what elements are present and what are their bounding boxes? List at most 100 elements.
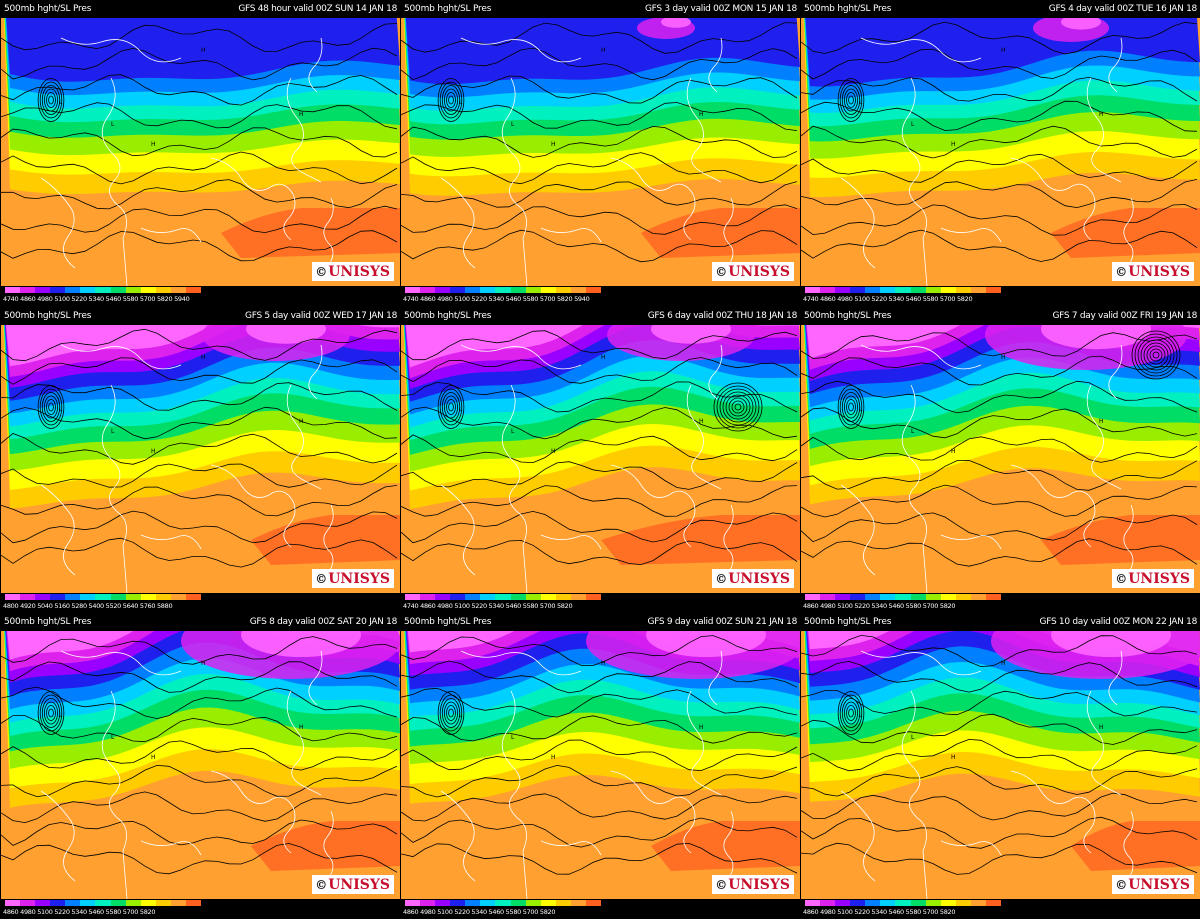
color-scale-swatch <box>940 900 956 906</box>
color-scale-ticks: 4860 4980 5100 5220 5340 5460 5580 5700 … <box>803 602 956 610</box>
color-scale-swatch <box>170 594 186 600</box>
logo-text: UNISYS <box>728 571 790 587</box>
unisys-logo: ©UNISYS <box>312 875 394 894</box>
color-scale <box>405 594 602 600</box>
svg-text:L: L <box>911 121 915 128</box>
unisys-logo: ©UNISYS <box>1112 875 1194 894</box>
panel-right-title: GFS 48 hour valid 00Z SUN 14 JAN 18 <box>238 4 397 14</box>
unisys-logo: ©UNISYS <box>712 262 794 281</box>
color-scale-swatch <box>570 900 586 906</box>
color-scale-swatch <box>465 287 481 293</box>
color-scale-swatch <box>955 594 971 600</box>
color-scale-swatch <box>435 594 451 600</box>
color-scale <box>405 900 602 906</box>
color-scale-swatch <box>495 287 511 293</box>
color-scale-swatch <box>465 594 481 600</box>
logo-text: UNISYS <box>1128 264 1190 280</box>
svg-text:H: H <box>299 111 304 118</box>
logo-text: UNISYS <box>328 264 390 280</box>
color-scale-swatch <box>185 287 202 293</box>
panel-left-title: 500mb hght/SL Pres <box>404 617 492 627</box>
forecast-panel: 500mb hght/SL Pres GFS 3 day valid 00Z MO… <box>401 0 800 306</box>
color-scale-swatch <box>405 287 421 293</box>
color-scale-swatch <box>835 594 851 600</box>
svg-text:L: L <box>859 712 863 719</box>
copyright-icon: © <box>315 878 328 892</box>
color-scale-swatch <box>850 594 866 600</box>
svg-text:H: H <box>699 418 704 425</box>
color-scale-swatch <box>435 287 451 293</box>
svg-text:H: H <box>151 754 156 761</box>
color-scale-swatch <box>540 594 556 600</box>
color-scale-ticks: 4740 4860 4980 5100 5220 5340 5460 5580 … <box>803 295 973 303</box>
color-scale-swatch <box>540 287 556 293</box>
panel-left-title: 500mb hght/SL Pres <box>804 311 892 321</box>
color-scale-swatch <box>525 287 541 293</box>
color-scale-swatch <box>835 900 851 906</box>
color-scale-swatch <box>955 900 971 906</box>
svg-text:L: L <box>859 406 863 413</box>
color-scale-swatch <box>540 900 556 906</box>
svg-text:H: H <box>951 448 956 455</box>
svg-text:L: L <box>59 712 63 719</box>
color-scale-swatch <box>450 287 466 293</box>
forecast-panel: 500mb hght/SL Pres GFS 6 day valid 00Z TH… <box>401 307 800 613</box>
color-scale-swatch <box>970 900 986 906</box>
panel-header: 500mb hght/SL Pres GFS 5 day valid 00Z WE… <box>1 307 400 325</box>
color-scale-swatch <box>940 287 956 293</box>
panel-right-title: GFS 5 day valid 00Z WED 17 JAN 18 <box>245 311 397 321</box>
color-scale-swatch <box>585 900 602 906</box>
height-map: H L H H L <box>1 18 400 286</box>
color-scale-swatch <box>155 900 171 906</box>
height-map: H L H H L <box>801 325 1200 593</box>
color-scale-swatch <box>970 287 986 293</box>
copyright-icon: © <box>1115 878 1128 892</box>
color-scale-swatch <box>125 287 141 293</box>
color-scale-swatch <box>65 900 81 906</box>
color-scale-swatch <box>80 900 96 906</box>
color-scale-swatch <box>820 594 836 600</box>
color-scale-swatch <box>850 287 866 293</box>
color-scale-swatch <box>20 594 36 600</box>
color-scale-swatch <box>65 287 81 293</box>
svg-text:H: H <box>551 141 556 148</box>
color-scale-swatch <box>435 900 451 906</box>
color-scale <box>805 594 1002 600</box>
unisys-logo: ©UNISYS <box>712 875 794 894</box>
panel-header: 500mb hght/SL Pres GFS 3 day valid 00Z MO… <box>401 0 800 18</box>
forecast-panel: 500mb hght/SL Pres GFS 10 day valid 00Z M… <box>801 613 1200 919</box>
color-scale-swatch <box>865 594 881 600</box>
forecast-panel: 500mb hght/SL Pres GFS 48 hour valid 00Z … <box>1 0 400 306</box>
color-scale-ticks: 4740 4860 4980 5100 5220 5340 5460 5580 … <box>403 602 573 610</box>
panel-left-title: 500mb hght/SL Pres <box>4 311 92 321</box>
color-scale-swatch <box>850 900 866 906</box>
svg-text:L: L <box>859 99 863 106</box>
color-scale-swatch <box>495 594 511 600</box>
svg-text:L: L <box>59 406 63 413</box>
panel-header: 500mb hght/SL Pres GFS 4 day valid 00Z TU… <box>801 0 1200 18</box>
color-scale-swatch <box>880 594 896 600</box>
unisys-logo: ©UNISYS <box>312 569 394 588</box>
svg-text:H: H <box>1099 111 1104 118</box>
svg-text:L: L <box>459 406 463 413</box>
color-scale-swatch <box>925 900 941 906</box>
height-map: H L H H L <box>801 631 1200 899</box>
logo-text: UNISYS <box>728 264 790 280</box>
height-map: H L H H L <box>401 18 800 286</box>
height-map: H L H H L <box>801 18 1200 286</box>
color-scale-swatch <box>35 287 51 293</box>
color-scale-swatch <box>510 287 526 293</box>
svg-text:H: H <box>601 660 606 667</box>
color-scale-swatch <box>50 900 66 906</box>
color-scale-ticks: 4860 4980 5100 5220 5340 5460 5580 5700 … <box>403 908 556 916</box>
color-scale-swatch <box>140 900 156 906</box>
color-scale-swatch <box>125 594 141 600</box>
color-scale-swatch <box>35 594 51 600</box>
panel-left-title: 500mb hght/SL Pres <box>404 4 492 14</box>
panel-left-title: 500mb hght/SL Pres <box>804 617 892 627</box>
color-scale-ticks: 4800 4920 5040 5160 5280 5400 5520 5640 … <box>3 602 173 610</box>
panel-header: 500mb hght/SL Pres GFS 9 day valid 00Z SU… <box>401 613 800 631</box>
color-scale-ticks: 4740 4860 4980 5100 5220 5340 5460 5580 … <box>3 295 190 303</box>
color-scale-swatch <box>880 900 896 906</box>
forecast-panel: 500mb hght/SL Pres GFS 8 day valid 00Z SA… <box>1 613 400 919</box>
